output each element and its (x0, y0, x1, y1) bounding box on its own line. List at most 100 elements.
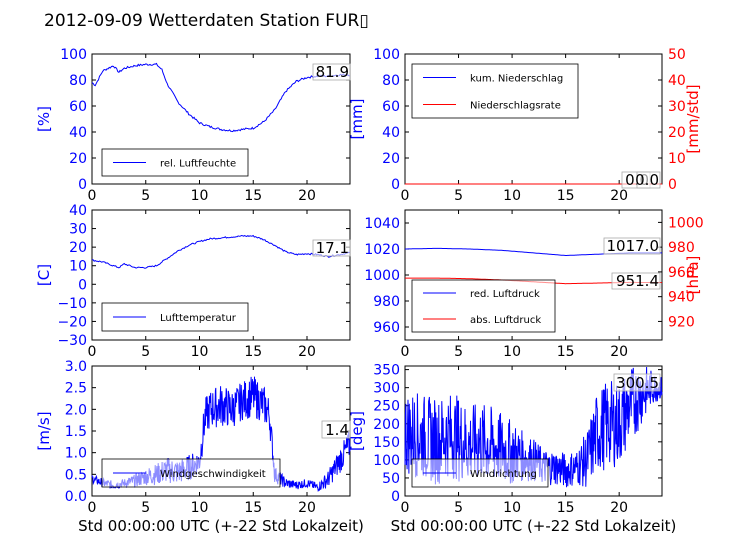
y-axis-label: [m/s] (35, 411, 53, 450)
y-tick-label: 30 (69, 222, 87, 238)
x-axis-label: Std 00:00:00 UTC (+-22 Std Lokalzeit) (391, 517, 677, 535)
panel-3: 0 5 10 15 20 −30 −20 −10 0 10 20 30 40 [C] Lufttempera… (35, 203, 351, 360)
readout-value: 1.4 (325, 421, 349, 439)
y-tick-label: 980 (373, 294, 400, 310)
y-tick-label: 80 (69, 73, 87, 89)
readout-value: 0.0 (635, 171, 659, 189)
panel-2: 0 5 10 15 20 0 20 40 60 80 100 0 10 20 30 40 50 [mm] [mm/s… (348, 47, 702, 204)
y-right-tick-label: 940 (668, 290, 695, 306)
panel-1: 0 5 10 15 20 0 20 40 60 80 100 [%] rel. Luftfeuchte 8… (35, 47, 351, 204)
x-tick-label: 10 (503, 500, 521, 516)
readout-value: 17.1 (316, 239, 349, 257)
y-tick-label: 10 (69, 259, 87, 275)
y-tick-label: 150 (373, 435, 400, 451)
x-tick-label: 0 (401, 344, 410, 360)
legend: Windrichtung (411, 458, 549, 488)
legend-label-1: rel. Luftfeuchte (160, 159, 236, 170)
y-tick-label: 0.5 (65, 467, 87, 483)
y-axis-label: [C] (35, 264, 53, 286)
legend-label-2: Niederschlagsrate (470, 101, 561, 112)
panel-5: 0 5 10 15 20 0.0 0.5 1.0 1.5 2.0 2.5 3.0 [m/s] Std 00… (35, 359, 364, 535)
y-axis-label: [deg] (348, 411, 366, 451)
legend-label-1: Lufttemperatur (160, 313, 237, 324)
y-tick-label: 40 (69, 203, 87, 219)
readout-value: 1017.0 (607, 237, 660, 255)
y-right-axis-label: [mm/std] (684, 84, 702, 153)
y-tick-label: 200 (373, 417, 400, 433)
x-tick-label: 20 (610, 344, 628, 360)
legend-label-2: abs. Luftdruck (470, 315, 541, 326)
x-tick-label: 0 (401, 500, 410, 516)
y-tick-label: 1040 (364, 216, 400, 232)
y-tick-label: 100 (373, 47, 400, 63)
y-right-tick-label: 920 (668, 314, 695, 330)
y-tick-label: 2.0 (65, 402, 87, 418)
x-tick-label: 10 (191, 500, 209, 516)
y-tick-label: 960 (373, 320, 400, 336)
y-tick-label: 300 (373, 381, 400, 397)
y-right-axis-label: [hPa] (684, 256, 702, 295)
y-right-tick-label: 980 (668, 240, 695, 256)
y-right-tick-label: 20 (668, 125, 686, 141)
x-tick-label: 10 (503, 344, 521, 360)
y-tick-label: 20 (69, 240, 87, 256)
y-tick-label: 20 (69, 151, 87, 167)
x-tick-label: 15 (557, 188, 575, 204)
readout-box (321, 420, 351, 439)
legend-frame (411, 63, 579, 119)
readout-box (613, 373, 661, 392)
y-tick-label: 100 (60, 47, 87, 63)
y-right-tick-label: 40 (668, 73, 686, 89)
legend: Windgeschwindigkeit (101, 458, 281, 488)
series-line-1 (91, 62, 351, 133)
x-tick-label: 5 (454, 344, 463, 360)
readout-box (636, 171, 661, 189)
y-axis-label: [%] (35, 106, 53, 132)
x-tick-label: 5 (454, 500, 463, 516)
y-tick-label: 0 (391, 177, 400, 193)
y-tick-label: −20 (57, 314, 87, 330)
x-tick-label: 0 (88, 344, 97, 360)
readout-value: 81.9 (316, 63, 349, 81)
y-tick-label: 0 (78, 277, 87, 293)
x-axis-label: Std 00:00:00 UTC (+-22 Std Lokalzeit) (78, 517, 364, 535)
plot-frame (91, 53, 351, 185)
legend: red. Luftdruck abs. Luftdruck (411, 279, 556, 333)
y-tick-label: 1020 (364, 242, 400, 258)
y-tick-label: 40 (69, 125, 87, 141)
y-tick-label: 0.0 (65, 489, 87, 505)
legend-label-1: Windrichtung (470, 469, 537, 480)
x-tick-label: 20 (298, 188, 316, 204)
readout-box (603, 237, 661, 255)
x-tick-label: 20 (298, 344, 316, 360)
legend: Lufttemperatur (101, 302, 249, 332)
x-tick-label: 5 (141, 500, 150, 516)
x-tick-label: 5 (141, 344, 150, 360)
y-tick-label: 20 (382, 151, 400, 167)
y-tick-label: 2.5 (65, 381, 87, 397)
x-tick-label: 5 (454, 188, 463, 204)
y-tick-label: −30 (57, 333, 87, 349)
x-tick-label: 15 (244, 188, 262, 204)
readout-box (611, 272, 661, 290)
x-tick-label: 15 (557, 344, 575, 360)
x-tick-label: 10 (191, 344, 209, 360)
readout-box (312, 63, 351, 81)
legend-label-1: kum. Niederschlag (470, 74, 563, 85)
readout-box (312, 239, 351, 257)
y-tick-label: 350 (373, 363, 400, 379)
y-right-tick-label: 0 (668, 177, 677, 193)
x-tick-label: 0 (88, 188, 97, 204)
y-right-tick-label: 30 (668, 99, 686, 115)
readout-value: 300.5 (616, 374, 659, 392)
x-tick-label: 20 (298, 500, 316, 516)
x-tick-label: 0 (401, 188, 410, 204)
legend-label-1: red. Luftdruck (470, 289, 540, 300)
figure-title: 2012-09-09 Wetterdaten Station FUR▯ (44, 11, 369, 31)
x-tick-label: 0 (88, 500, 97, 516)
y-tick-label: −10 (57, 296, 87, 312)
legend: rel. Luftfeuchte (101, 148, 249, 177)
y-tick-label: 60 (382, 99, 400, 115)
